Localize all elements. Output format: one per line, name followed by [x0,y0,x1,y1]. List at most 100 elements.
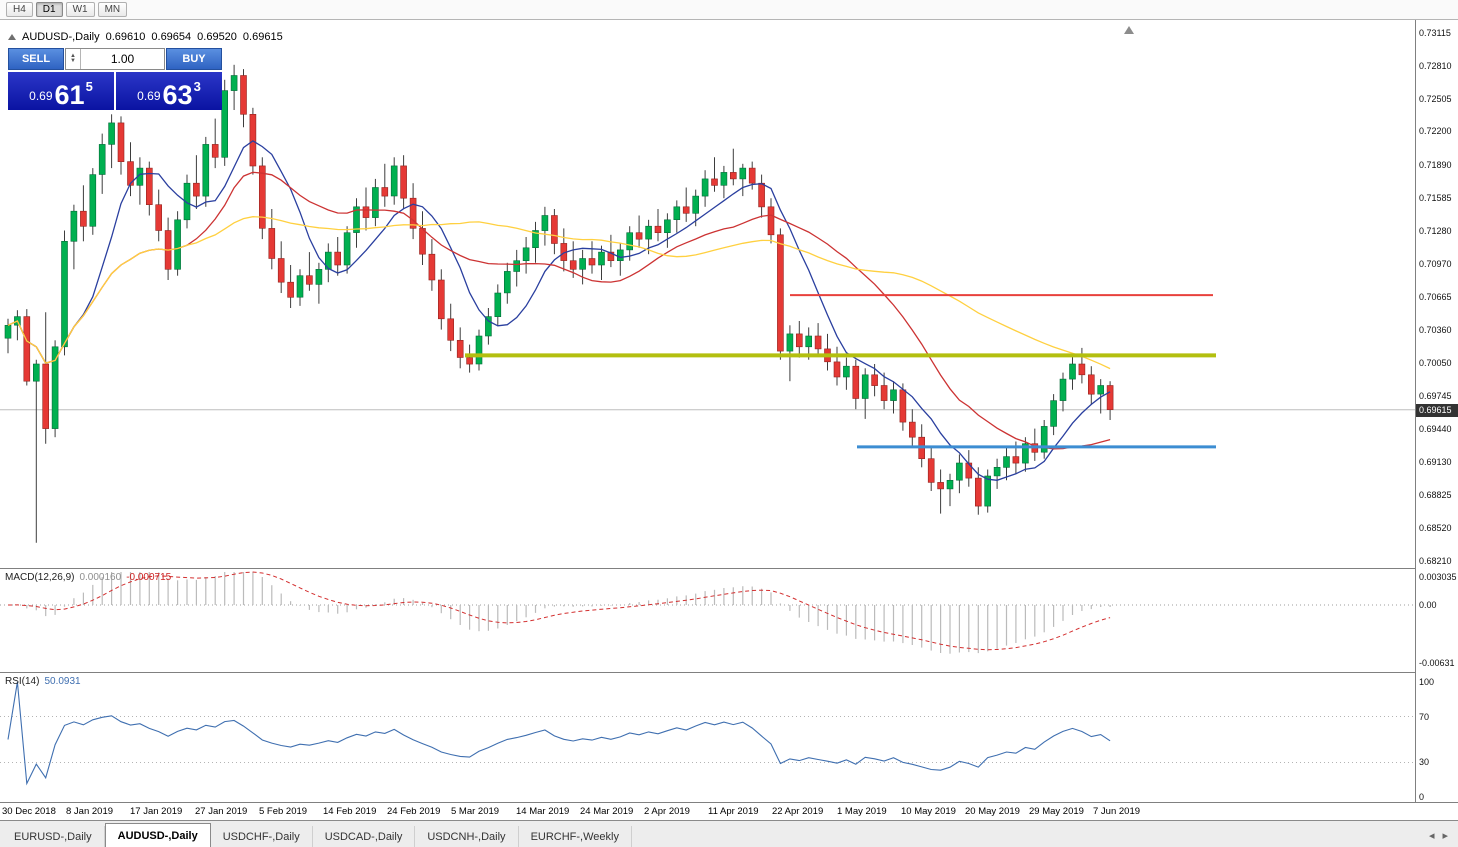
volume-field[interactable]: ▲ ▼ 1.00 [65,48,165,70]
price-axis-label: 0.68825 [1419,490,1452,500]
chart-tab[interactable]: USDCNH-,Daily [415,826,519,847]
macd-label: MACD(12,26,9) [5,572,75,583]
macd-axis-label: 0.00 [1419,600,1437,610]
price-axis-label: 0.70665 [1419,292,1452,302]
buy-price-big: 63 [162,80,193,111]
timeframe-mn-button[interactable]: MN [97,2,128,17]
date-label: 30 Dec 2018 [2,806,56,817]
price-axis-label: 0.70970 [1419,259,1452,269]
trade-controls-row: SELL ▲ ▼ 1.00 BUY [8,48,222,70]
rsi-axis-label: 0 [1419,792,1425,802]
price-axis-label: 0.71585 [1419,193,1452,203]
rsi-axis-label: 70 [1419,712,1430,722]
date-label: 24 Feb 2019 [387,806,441,817]
buy-button[interactable]: BUY [166,48,222,70]
buy-price-prefix: 0.69 [137,89,161,103]
main-price-chart[interactable] [0,20,1415,568]
date-label: 29 May 2019 [1029,806,1084,817]
ohlc-high: 0.69654 [151,31,192,43]
date-label: 8 Jan 2019 [66,806,114,817]
spinner-down-icon[interactable]: ▼ [70,58,76,64]
current-price-tag: 0.69615 [1416,404,1458,417]
date-label: 20 May 2019 [965,806,1020,817]
rsi-axis-label: 100 [1419,677,1435,687]
date-label: 14 Mar 2019 [516,806,570,817]
symbol-label: AUDUSD-,Daily [22,31,100,43]
volume-value: 1.00 [110,52,135,66]
price-axis-label: 0.69130 [1419,457,1452,467]
chart-tab[interactable]: AUDUSD-,Daily [104,823,211,847]
price-axis-label: 0.72200 [1419,126,1452,136]
sell-price-display[interactable]: 0.69 61 5 [8,72,114,110]
tabs-scroll-right-icon[interactable]: ▸ [1442,830,1448,842]
date-label: 5 Feb 2019 [259,806,308,817]
price-axis-label: 0.73115 [1419,28,1451,38]
date-label: 14 Feb 2019 [323,806,377,817]
rsi-plot[interactable] [0,673,1415,802]
sell-price-big: 61 [54,80,85,111]
price-axis-label: 0.68520 [1419,523,1452,533]
collapse-trade-panel-icon[interactable] [8,34,16,40]
ohlc-low: 0.69520 [197,31,237,43]
chart-tab[interactable]: EURUSD-,Daily [2,826,105,847]
chart-title: AUDUSD-,Daily 0.69610 0.69654 0.69520 0.… [8,31,283,43]
date-label: 7 Jun 2019 [1093,806,1141,817]
timeframe-w1-button[interactable]: W1 [65,2,95,17]
price-axis-label: 0.70360 [1419,325,1452,335]
tab-scroll-controls: ◂ ▸ [1429,829,1458,847]
date-label: 2 Apr 2019 [644,806,690,817]
rsi-value: 50.0931 [44,676,81,687]
price-axis-label: 0.69745 [1419,391,1452,401]
chart-window: AUDUSD-,Daily 0.69610 0.69654 0.69520 0.… [0,20,1458,820]
chart-tab-bar: EURUSD-,Daily AUDUSD-,Daily USDCHF-,Daily U… [0,820,1458,847]
volume-spinner[interactable]: ▲ ▼ [66,49,81,69]
rsi-axis-label: 30 [1419,757,1430,767]
tabs-scroll-left-icon[interactable]: ◂ [1428,830,1435,842]
date-label: 1 May 2019 [837,806,887,817]
chart-shift-marker-icon[interactable] [1124,26,1134,34]
rsi-pane: RSI(14) 50.0931 [0,672,1458,802]
macd-plot[interactable] [0,569,1415,672]
sell-price-sup: 5 [85,79,93,94]
macd-axis-label: -0.00631 [1419,658,1455,668]
sell-price-prefix: 0.69 [29,89,53,103]
rsi-header: RSI(14) 50.0931 [5,676,86,687]
timeframe-h4-button[interactable]: H4 [6,2,33,17]
date-label: 22 Apr 2019 [772,806,824,817]
spinner-up-icon[interactable]: ▲ [70,53,76,59]
sell-button[interactable]: SELL [8,48,64,70]
trade-prices-row: 0.69 61 5 0.69 63 3 [8,72,222,110]
timeframe-toolbar: H4 D1 W1 MN [0,0,1458,20]
price-axis-label: 0.68210 [1419,556,1452,566]
ohlc-close: 0.69615 [242,31,283,43]
rsi-label: RSI(14) [5,676,40,687]
time-axis[interactable]: 30 Dec 2018 8 Jan 2019 17 Jan 2019 27 Jan 2… [0,802,1458,820]
date-label: 11 Apr 2019 [708,806,759,817]
chart-tab[interactable]: EURCHF-,Weekly [519,826,632,847]
ohlc-open: 0.69610 [105,31,146,43]
chart-tab[interactable]: USDCHF-,Daily [211,826,313,847]
macd-header: MACD(12,26,9) 0.000160 -0.000715 [5,572,176,583]
macd-axis-label: 0.003035 [1419,572,1457,582]
price-axis-label: 0.71280 [1419,226,1452,236]
buy-price-sup: 3 [193,79,201,94]
price-axis-label: 0.72810 [1419,61,1452,71]
chart-tab[interactable]: USDCAD-,Daily [313,826,416,847]
date-label: 27 Jan 2019 [195,806,248,817]
price-axis-label: 0.70050 [1419,358,1452,368]
price-axis[interactable]: 0.69615 0.73115 0.72810 0.72505 0.72200 0.71… [1415,20,1458,802]
macd-main-value: 0.000160 [79,572,122,583]
buy-price-display[interactable]: 0.69 63 3 [116,72,222,110]
one-click-trading-panel: SELL ▲ ▼ 1.00 BUY 0.69 61 5 0.69 63 3 [8,48,222,110]
macd-pane: MACD(12,26,9) 0.000160 -0.000715 [0,568,1458,672]
price-axis-label: 0.71890 [1419,160,1452,170]
date-label: 24 Mar 2019 [580,806,634,817]
price-axis-label: 0.69440 [1419,424,1452,434]
macd-signal-value: -0.000715 [126,572,172,583]
date-label: 17 Jan 2019 [130,806,183,817]
timeframe-d1-button[interactable]: D1 [35,2,63,17]
price-axis-label: 0.72505 [1419,94,1452,104]
date-label: 10 May 2019 [901,806,956,817]
date-label: 5 Mar 2019 [451,806,500,817]
